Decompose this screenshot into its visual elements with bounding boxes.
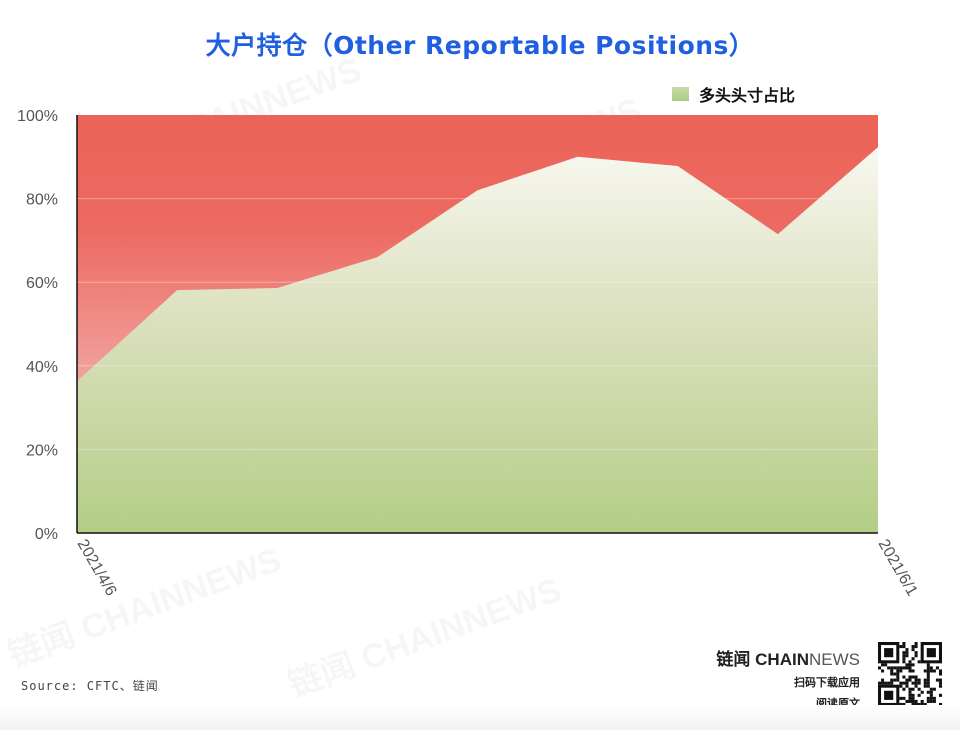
footer-band [0,705,960,730]
x-tick-label: 2021/4/6 [74,537,120,600]
long-area [77,147,878,533]
legend-label: 多头头寸占比 [699,86,796,105]
qr-code-icon [878,642,942,706]
y-tick-label: 100% [17,108,58,125]
y-tick-label: 20% [26,442,58,459]
brand-block: 链闻 CHAINNEWS 扫码下载应用 阅读原文 [716,645,860,711]
y-tick-label: 0% [35,526,58,543]
chart-title: 大户持仓（Other Reportable Positions） [205,31,755,60]
x-tick-label: 2021/6/1 [875,537,921,600]
legend-swatch [672,87,689,101]
brand-cn: 链闻 [716,650,751,669]
area-chart: 0% 20% 40% 60% 80% 100% 2021/4/6 2021/6/1 [17,108,921,600]
brand-en-news: NEWS [809,650,860,669]
y-tick-label: 60% [26,275,58,292]
y-tick-label: 40% [26,359,58,376]
brand-line1: 扫码下载应用 [794,676,860,689]
legend: 多头头寸占比 [672,82,795,106]
y-tick-label: 80% [26,192,58,209]
source-note: Source: CFTC、链闻 [21,679,159,693]
brand-en: CHAIN [755,650,809,669]
